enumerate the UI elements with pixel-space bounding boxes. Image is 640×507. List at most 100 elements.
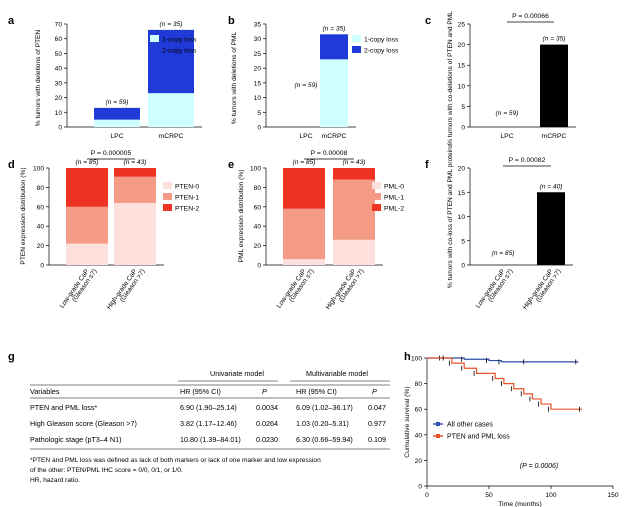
y-tick-label: 5 [461,238,465,245]
bar-segment [320,59,348,127]
legend-label: 1-copy loss [364,37,399,44]
legend-label: PTEN and PML loss [447,434,510,441]
y-axis-label: % tumors with deletions of PTEN [35,30,42,127]
y-tick-label: 40 [415,432,423,439]
n-label: (n = 59) [106,99,129,106]
legend-label: PTEN-1 [175,195,199,202]
legend-swatch [372,193,381,200]
y-tick-label: 0 [461,125,465,132]
table-footnote: *PTEN and PML loss was defined as lack o… [30,457,321,464]
table-cell-variable: Pathologic stage (pT3–4 N1) [30,435,122,444]
n-label: (n = 43) [124,159,147,166]
p-value-label: P = 0.00008 [311,150,348,157]
y-tick-label: 15 [458,63,466,70]
legend-label: All other cases [447,422,493,429]
y-tick-label: 100 [411,356,422,363]
table-row: High Gleason score (Gleason >7) 3.82 (1.… [30,419,386,428]
bar-segment [283,168,325,209]
legend-label: 2-copy loss [364,48,399,55]
y-tick-label: 20 [37,243,45,250]
legend-label: PTEN-2 [175,206,199,213]
y-tick-label: 20 [254,243,262,250]
table-cell-hr-multivariable: 6.09 (1.02–36.17) [296,403,353,412]
panel-letter-a: a [8,15,15,27]
legend-label: PTEN-0 [175,184,199,191]
p-value-label: P = 0.000005 [91,150,132,157]
bar-segment [114,176,156,203]
x-tick-label: 50 [485,492,493,499]
y-tick-label: 20 [254,66,262,73]
bar [537,192,565,265]
panel-letter-g: g [8,351,15,363]
y-tick-label: 15 [254,80,262,87]
y-tick-label: 60 [37,204,45,211]
chart-b: 0 5 10 15 20 25 30 35 % tumors with deletions of… [231,22,399,141]
legend-swatch [163,182,172,189]
y-tick-label: 80 [37,185,45,192]
panel-letter-c: c [425,15,431,27]
table-cell-p-multivariable: 0.977 [368,419,386,428]
y-tick-label: 20 [415,458,423,465]
chart-d: 0 20 40 60 80 100 PTEN expression distribution… [20,150,199,311]
regression-table: Univariate model Multivariable model Var… [30,369,390,484]
y-tick-label: 30 [254,36,262,43]
legend-label: PML-2 [384,206,404,213]
bar-segment [94,119,140,127]
y-tick-label: 50 [55,51,63,58]
panel-letter-e: e [228,159,234,171]
y-tick-label: 20 [458,166,466,173]
y-tick-label: 0 [257,125,261,132]
legend-label: 1-copy loss [162,37,197,44]
legend-marker [436,422,440,426]
y-tick-label: 80 [415,381,423,388]
bar-segment [66,243,108,265]
y-tick-label: 25 [458,22,466,29]
y-tick-label: 0 [418,484,422,491]
n-label: (n = 85) [293,159,316,166]
y-tick-label: 60 [415,407,423,414]
n-label: (n = 59) [496,110,519,117]
table-cell-variable: PTEN and PML loss* [30,403,97,412]
y-tick-label: 80 [254,185,262,192]
bar-segment [283,259,325,265]
y-tick-label: 0 [58,125,62,132]
x-axis-label: Time (months) [498,501,542,507]
legend-marker [436,434,440,438]
x-tick-label: LPC [500,133,513,140]
y-tick-label: 40 [254,224,262,231]
y-tick-label: 40 [37,224,45,231]
y-tick-label: 60 [254,204,262,211]
legend-swatch [163,193,172,200]
bar-segment [333,239,375,265]
bar-segment [283,208,325,260]
table-footnote: of the other: PTEN/PML IHC score = 0/0, … [30,467,183,474]
bar-segment [333,168,375,180]
y-axis-label: % tumors with co-deletions of PTEN and P… [447,11,454,145]
n-label: (n = 35) [160,21,183,28]
bar-segment [66,168,108,207]
n-label: (n = 35) [323,25,346,32]
x-tick-label: mCRPC [159,133,184,140]
chart-f: 0 5 10 15 20 % tumors with co-loss of PTEN an… [447,143,573,311]
y-tick-label: 15 [458,190,466,197]
legend-swatch [352,46,361,53]
n-label: (n = 35) [543,36,566,43]
table-group-univariate: Univariate model [210,369,264,378]
panel-letter-h: h [404,351,411,363]
chart-h: 0 20 40 60 80 100 0 50 100 150 Time (months) Cumula… [404,355,619,507]
legend-label: PML-1 [384,195,404,202]
table-cell-p-multivariable: 0.109 [368,435,386,444]
y-tick-label: 0 [257,263,261,270]
bar-segment [114,202,156,265]
y-tick-label: 10 [458,83,466,90]
p-value-label: (P = 0.0006) [520,463,558,470]
y-tick-label: 70 [55,22,63,29]
y-tick-label: 0 [40,263,44,270]
p-value-label: P = 0.00082 [509,157,546,164]
table-header-p-multivariable: P [372,387,377,396]
y-tick-label: 10 [458,214,466,221]
table-cell-hr-univariate: 6.90 (1.90–25.14) [180,403,237,412]
bar-segment [320,34,348,60]
